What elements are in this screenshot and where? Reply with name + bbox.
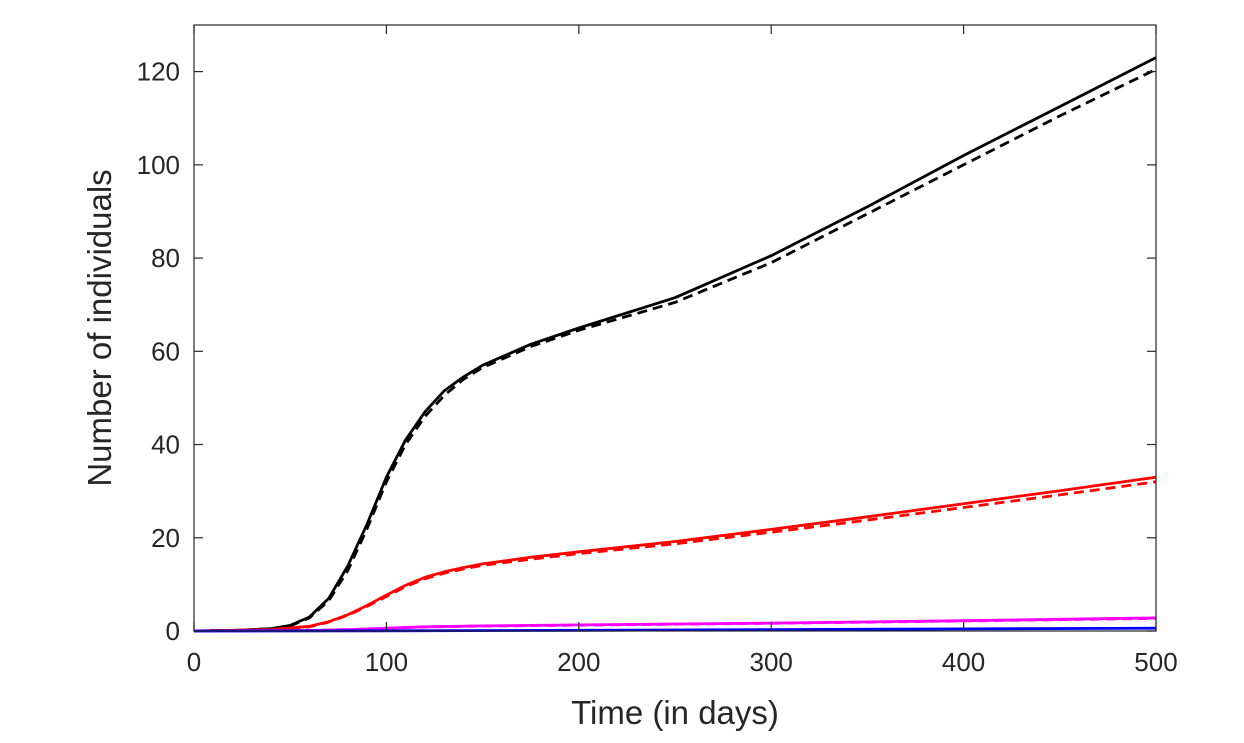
x-tick-label: 200 [557, 647, 600, 677]
y-tick-label: 60 [151, 336, 180, 366]
axis-ticks [193, 25, 1157, 632]
y-tick-label: 100 [137, 150, 180, 180]
y-tick-label: 40 [151, 430, 180, 460]
x-axis-title: Time (in days) [571, 694, 779, 731]
series-line-3 [193, 480, 1157, 633]
x-tick-label: 400 [942, 647, 985, 677]
series-line-1 [193, 68, 1157, 633]
x-tick-label: 500 [1134, 647, 1177, 677]
plot-lines [193, 56, 1157, 633]
y-axis-title: Number of individuals [81, 169, 118, 486]
x-tick-label: 300 [750, 647, 793, 677]
x-tick-label: 100 [365, 647, 408, 677]
x-tick-label: 0 [187, 647, 201, 677]
y-tick-label: 0 [166, 616, 180, 646]
y-tick-label: 80 [151, 243, 180, 273]
y-tick-label: 20 [151, 523, 180, 553]
y-tick-label: 120 [137, 57, 180, 87]
series-line-0 [193, 56, 1157, 633]
plot-frame [193, 24, 1157, 632]
series-line-2 [193, 475, 1157, 633]
tick-labels: 0 100 200 300 400 500 0 20 40 60 80 100 120 [137, 57, 1178, 677]
